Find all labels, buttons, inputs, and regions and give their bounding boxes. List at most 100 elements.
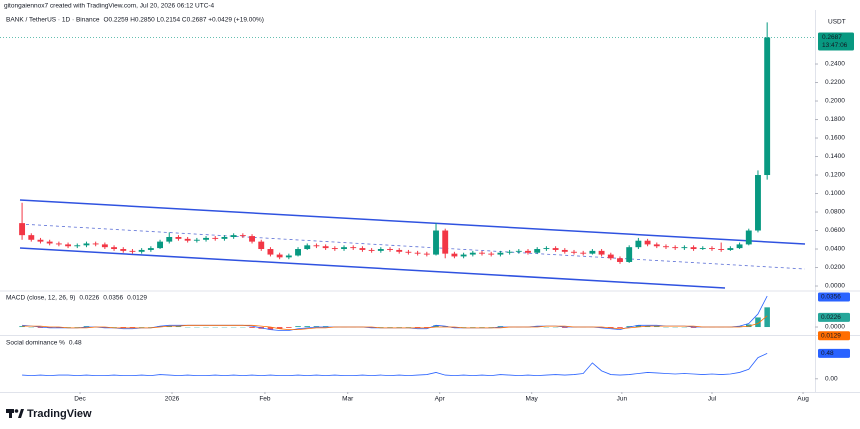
y-tick-label: 0.2000 (825, 98, 845, 105)
candle-body (653, 244, 660, 247)
histogram-bar (644, 326, 651, 328)
histogram-bar (295, 326, 301, 328)
channel-upper (19, 199, 806, 245)
y-tick-label: 0.1600 (825, 135, 845, 142)
candle-body (175, 236, 182, 239)
histogram-bar (635, 325, 642, 328)
candle-body (249, 236, 255, 242)
y-tick-label: 0.0000 (825, 283, 845, 290)
candle-body (19, 223, 26, 236)
histogram-bar (120, 327, 127, 328)
candle-body (258, 241, 265, 250)
candle-body (221, 236, 228, 239)
candle-body (276, 254, 283, 258)
candle-body (55, 243, 62, 245)
candle-body (157, 241, 163, 249)
candle-body (764, 37, 771, 176)
ohlc-legend: O0.2259 H0.2850 L0.2154 C0.2687 +0.0429 … (103, 17, 263, 24)
x-tick-label: Jun (617, 396, 628, 403)
histogram-bar (598, 327, 605, 328)
value-tag-bg (818, 331, 850, 341)
brand: TradingView (27, 408, 92, 420)
candle-body (755, 175, 761, 231)
value-tag-bg (818, 292, 850, 302)
x-tick-label: Apr (435, 396, 446, 403)
candle-body (561, 249, 568, 252)
brand-logo (6, 409, 24, 418)
y-tick-label: 0.0600 (825, 227, 845, 234)
candle-body (414, 252, 421, 254)
histogram-bar (313, 326, 320, 328)
candle-body (635, 240, 642, 248)
candle-body (111, 247, 118, 250)
candle-body (359, 248, 366, 250)
histogram-bar (19, 326, 25, 328)
candle-body (396, 249, 403, 252)
candle-body (617, 258, 623, 262)
y-tick-label: 0.2200 (825, 79, 845, 86)
unit-label: USDT (828, 19, 846, 26)
histogram-bar (83, 326, 90, 328)
candle-body (313, 245, 320, 247)
y-tick-label: 0.0200 (825, 264, 845, 271)
histogram-bar (764, 307, 770, 328)
value-tag: 0.0129 (821, 333, 841, 340)
x-tick-label: 2026 (165, 396, 180, 403)
histogram-bar (617, 327, 623, 328)
channel-mid (19, 223, 806, 270)
y-tick-label: 0.1400 (825, 153, 845, 160)
price-tag-bg (818, 32, 854, 51)
candle-body (230, 235, 237, 237)
histogram-bar (433, 325, 439, 328)
y-tick-label: 0.00 (825, 375, 838, 382)
histogram-bar (56, 327, 62, 328)
legend-value: 0.0356 (103, 295, 123, 302)
histogram-bar (304, 326, 310, 328)
histogram-bar (755, 317, 761, 328)
candle-body (663, 246, 669, 248)
candle-body (83, 243, 90, 246)
value-tag-bg (818, 348, 850, 358)
candle-body (745, 230, 752, 245)
histogram-bar (175, 326, 182, 328)
x-tick-label: Jul (708, 396, 717, 403)
candle-body (552, 248, 559, 250)
candle-body (65, 244, 72, 247)
candle-body (74, 245, 81, 247)
candle-body (129, 250, 136, 252)
candle-body (607, 254, 614, 259)
y-tick-label: 0.0400 (825, 246, 845, 253)
candle-body (460, 254, 467, 257)
candle-body (442, 230, 449, 254)
candle-body (239, 235, 246, 237)
histogram-bar (368, 327, 375, 328)
histogram-bar (746, 324, 752, 328)
price-tag: 0.2687 (822, 34, 842, 41)
histogram-bar (690, 327, 697, 328)
candle-body (350, 247, 357, 249)
y-tick-label: 0.2400 (825, 61, 845, 68)
histogram-bar (562, 327, 568, 328)
candle-body (267, 249, 274, 255)
candle-body (405, 251, 412, 253)
value-tag: 0.0356 (821, 294, 841, 301)
series-line (22, 353, 768, 377)
histogram-bar (626, 326, 632, 328)
candle-body (184, 238, 191, 241)
histogram-bar (102, 327, 108, 328)
candle-body (304, 245, 311, 250)
candle-body (626, 247, 633, 262)
candle-body (203, 237, 209, 240)
candle-body (101, 244, 108, 248)
legend-value: 0.48 (69, 340, 82, 347)
candle-body (488, 253, 495, 255)
histogram-bar (46, 327, 53, 328)
histogram-bar (249, 327, 255, 328)
candle-body (479, 252, 485, 254)
candle-body (589, 250, 596, 254)
candle-body (212, 237, 219, 239)
candle-body (92, 243, 99, 245)
